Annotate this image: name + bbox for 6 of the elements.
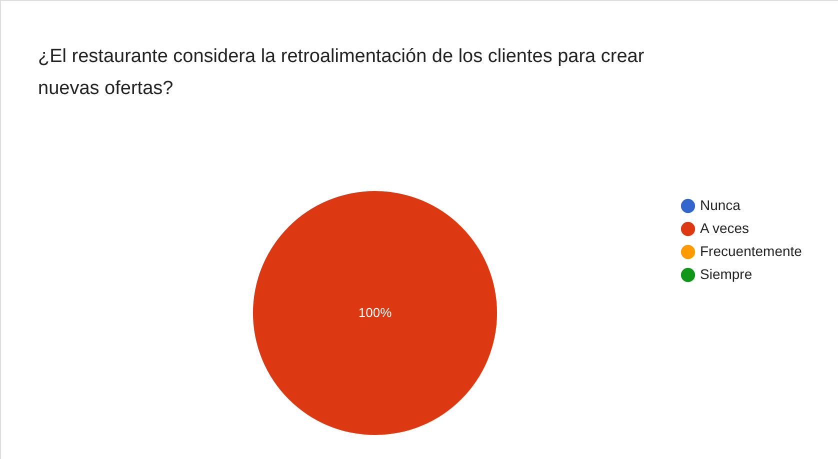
legend-label: Frecuentemente bbox=[700, 243, 802, 259]
data-label: 100% bbox=[358, 305, 392, 320]
legend-label: A veces bbox=[700, 220, 750, 236]
legend-label: Siempre bbox=[700, 266, 752, 282]
chart-title: ¿El restaurante considera la retroalimentación de los clientes para crear nuevas ofertas? bbox=[38, 46, 645, 99]
legend-label: Nunca bbox=[700, 197, 741, 213]
